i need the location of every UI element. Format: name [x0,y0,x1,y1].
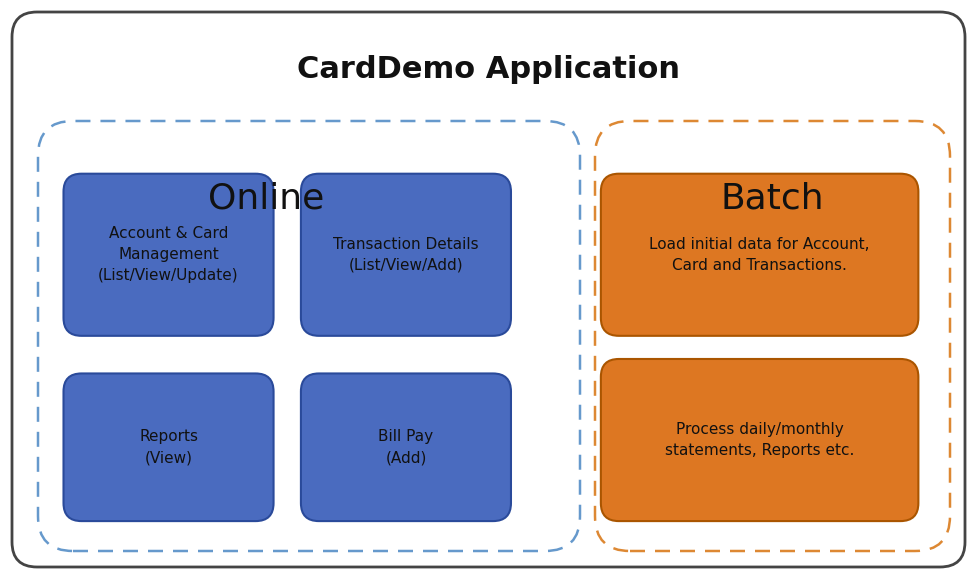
Text: Batch: Batch [721,181,825,215]
Text: CardDemo Application: CardDemo Application [297,55,680,84]
Text: Online: Online [207,181,323,215]
FancyBboxPatch shape [601,359,918,521]
Text: Process daily/monthly
statements, Reports etc.: Process daily/monthly statements, Report… [665,422,854,458]
Text: Transaction Details
(List/View/Add): Transaction Details (List/View/Add) [333,237,479,273]
Text: Bill Pay
(Add): Bill Pay (Add) [378,429,434,466]
Text: Account & Card
Management
(List/View/Update): Account & Card Management (List/View/Upd… [99,226,238,283]
Text: Load initial data for Account,
Card and Transactions.: Load initial data for Account, Card and … [650,237,870,273]
Text: Reports
(View): Reports (View) [139,429,198,466]
FancyBboxPatch shape [12,12,965,567]
FancyBboxPatch shape [301,174,511,336]
FancyBboxPatch shape [38,121,580,551]
FancyBboxPatch shape [64,174,274,336]
FancyBboxPatch shape [595,121,950,551]
FancyBboxPatch shape [64,373,274,521]
FancyBboxPatch shape [601,174,918,336]
FancyBboxPatch shape [301,373,511,521]
